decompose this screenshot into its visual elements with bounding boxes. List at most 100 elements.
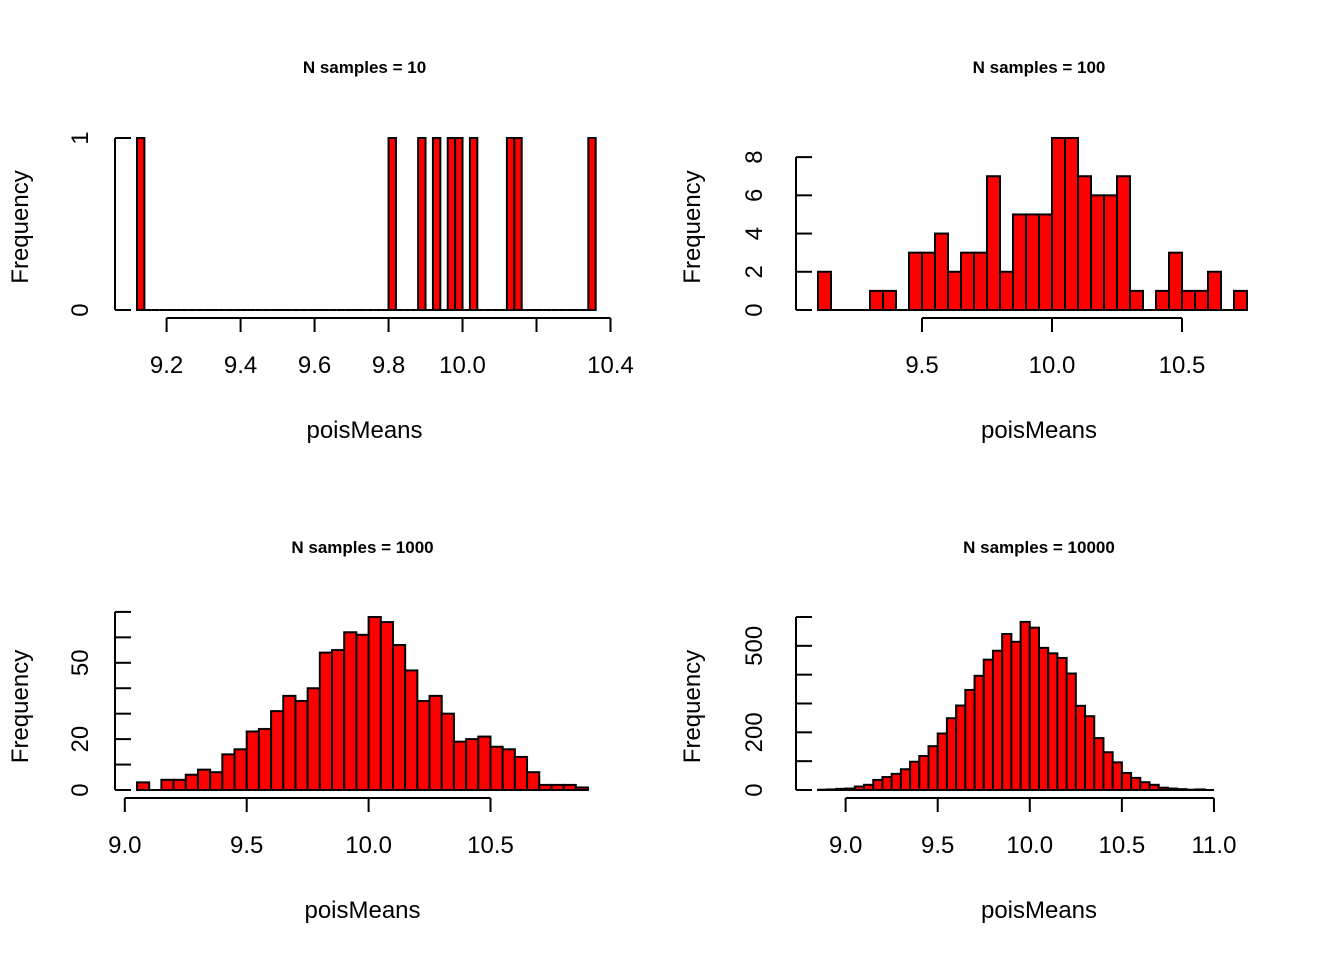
y-tick-label: 20 xyxy=(67,726,94,753)
histogram-bar xyxy=(431,137,442,311)
histogram-bar xyxy=(1090,194,1105,311)
y-tick-label: 8 xyxy=(741,150,768,163)
histogram-bar xyxy=(882,289,897,311)
x-tick-label: 9.5 xyxy=(905,352,938,379)
histogram-bar xyxy=(964,688,976,791)
histogram-panel-1: N samples = 10 9.2 9.4 9.6 9.8 10.0 10.4 0 1 pois… xyxy=(7,58,634,444)
histogram-bar xyxy=(513,137,523,311)
x-axis-label: poisMeans xyxy=(981,897,1097,924)
histogram-bar xyxy=(1084,715,1096,791)
histogram-bar xyxy=(1047,652,1059,792)
histogram-bar xyxy=(986,175,1001,311)
histogram-bar xyxy=(391,643,407,791)
histogram-bar xyxy=(918,754,930,792)
x-tick-label: 10.0 xyxy=(1029,352,1076,379)
histogram-bar xyxy=(817,270,832,311)
histogram-bar xyxy=(1233,289,1248,311)
histogram-bar xyxy=(881,776,893,792)
histogram-bar xyxy=(890,772,902,791)
histogram-bar xyxy=(416,699,431,791)
y-tick-label: 0 xyxy=(741,783,768,796)
y-tick-label: 1 xyxy=(67,131,94,144)
histogram-bar xyxy=(973,251,988,312)
histogram-bar xyxy=(1051,137,1066,311)
histogram-bar xyxy=(489,745,504,791)
chart-title: N samples = 10000 xyxy=(963,538,1115,557)
histogram-bar xyxy=(1181,289,1196,311)
histogram-bar xyxy=(1166,787,1179,792)
x-tick-label: 10.0 xyxy=(1006,832,1053,859)
histogram-bar xyxy=(1077,175,1092,311)
histogram-bar xyxy=(1065,672,1077,791)
histogram-bar xyxy=(999,270,1014,311)
x-tick-label: 10.0 xyxy=(345,832,392,859)
histogram-bar xyxy=(1038,646,1050,792)
x-tick-label: 9.0 xyxy=(108,832,141,859)
histogram-bar xyxy=(306,687,321,791)
histogram-bar xyxy=(1064,137,1079,311)
histogram-bar xyxy=(1194,289,1209,311)
histogram-bar xyxy=(367,616,382,791)
histogram-bar xyxy=(872,778,884,791)
histogram-bar xyxy=(844,787,856,792)
histogram-bar xyxy=(1155,289,1170,311)
x-axis-label: poisMeans xyxy=(981,417,1097,444)
histogram-bar xyxy=(1056,656,1068,792)
y-tick-label: 50 xyxy=(67,649,94,676)
histogram-bar xyxy=(270,710,285,791)
histogram-bar xyxy=(1028,626,1040,791)
histogram-bar xyxy=(417,137,427,311)
y-axis-label: Frequency xyxy=(679,170,706,283)
histogram-bar xyxy=(404,669,419,791)
histogram-bar xyxy=(869,289,884,311)
histogram-bar xyxy=(477,735,492,792)
x-tick-label: 10.4 xyxy=(587,352,634,379)
histogram-bar xyxy=(1074,704,1087,791)
histogram-bar xyxy=(294,699,309,791)
histogram-bar xyxy=(136,781,151,792)
x-tick-label: 9.2 xyxy=(150,352,183,379)
chart-title: N samples = 1000 xyxy=(291,538,433,557)
histogram-bar xyxy=(355,633,370,792)
y-tick-label: 0 xyxy=(741,303,768,316)
histogram-bar xyxy=(982,658,994,791)
histogram-bar xyxy=(947,270,962,311)
histogram-bar xyxy=(899,768,912,791)
histogram-bar xyxy=(1168,251,1183,312)
y-tick-label: 6 xyxy=(741,189,768,202)
histogram-bar xyxy=(452,740,468,791)
histogram-bar xyxy=(221,753,236,791)
y-tick-label: 2 xyxy=(741,265,768,278)
histogram-panel-2: N samples = 100 9.5 10.0 10.5 0 2 4 6 8 poisMeans… xyxy=(679,58,1248,444)
histogram-bar xyxy=(550,783,565,791)
histogram-bar xyxy=(1025,213,1040,311)
histogram-bar xyxy=(835,787,847,792)
histogram-bar xyxy=(454,137,464,311)
histogram-bar xyxy=(826,788,838,792)
histogram-bar xyxy=(927,745,939,792)
histogram-bar xyxy=(282,694,297,792)
histogram-bar xyxy=(379,621,394,792)
histogram-bar xyxy=(909,760,921,792)
histogram-bar xyxy=(574,786,589,791)
histogram-bar xyxy=(1148,783,1160,791)
histogram-bar xyxy=(172,778,187,792)
chart-title: N samples = 10 xyxy=(303,58,426,77)
y-axis-label: Frequency xyxy=(679,650,706,763)
x-axis-label: poisMeans xyxy=(304,897,420,924)
histogram-bar xyxy=(446,137,457,311)
histogram-bar xyxy=(973,674,985,792)
histogram-bar xyxy=(921,251,936,312)
histogram-bar xyxy=(863,783,875,791)
y-tick-label: 0 xyxy=(67,783,94,796)
histogram-bar xyxy=(991,649,1004,791)
histogram-bar xyxy=(233,748,248,792)
x-tick-label: 11.0 xyxy=(1191,832,1236,859)
histogram-bar xyxy=(343,631,358,791)
histogram-bar xyxy=(1019,620,1031,791)
histogram-bar xyxy=(501,748,516,792)
x-axis-label: poisMeans xyxy=(306,417,422,444)
histogram-bar xyxy=(1103,194,1118,311)
histogram-bar xyxy=(1116,175,1131,311)
